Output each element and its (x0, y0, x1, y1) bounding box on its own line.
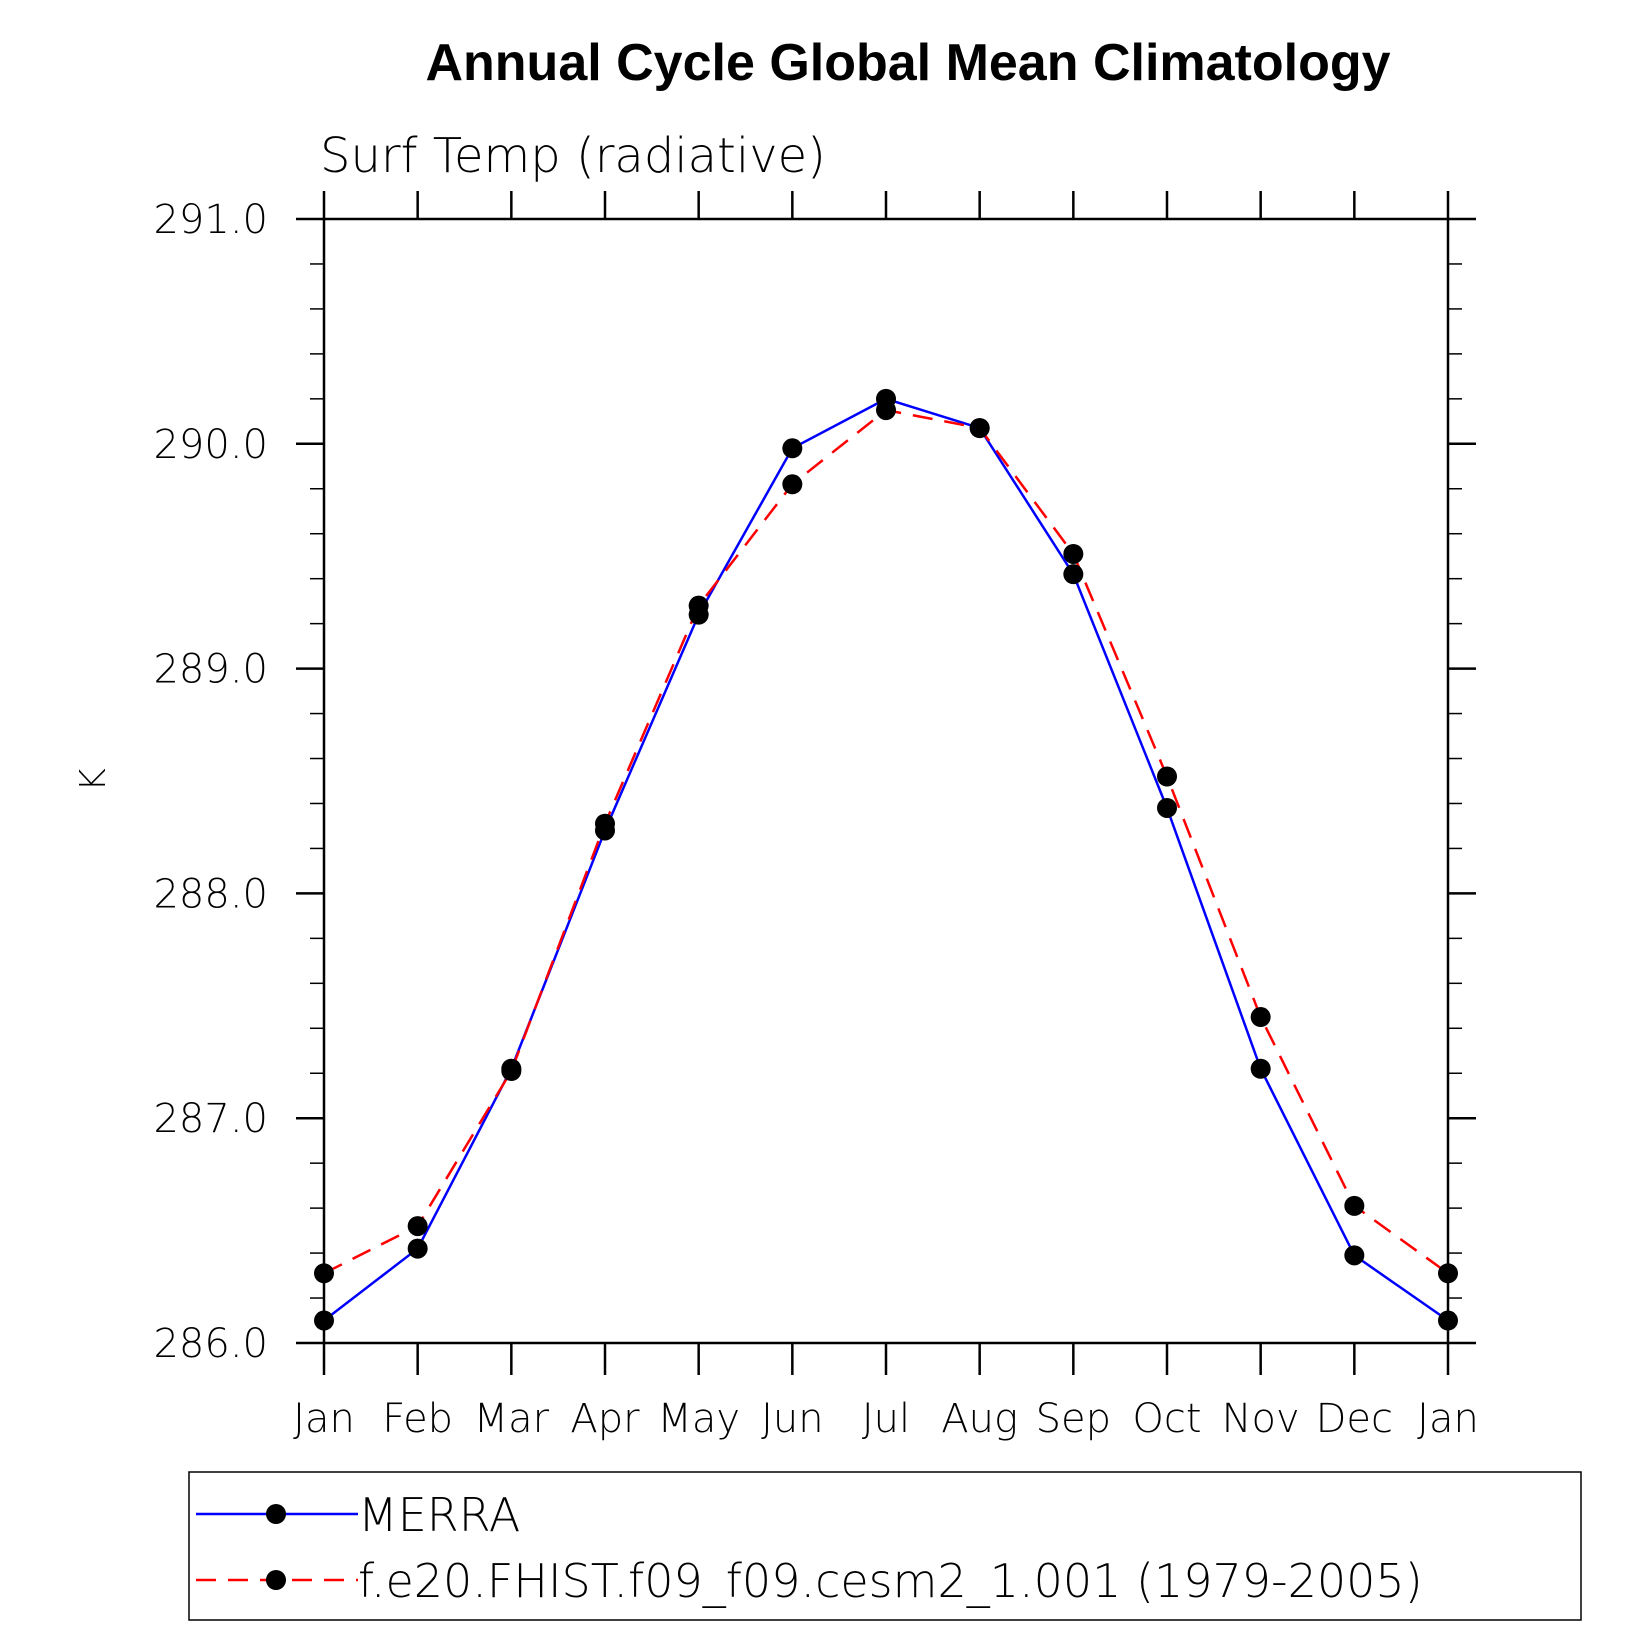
y-tick-label: 288.0 (153, 871, 268, 917)
series-0-point (1344, 1245, 1365, 1266)
x-tick-label: Apr (570, 1396, 640, 1442)
series-0-point (1438, 1310, 1458, 1331)
series-1-point (876, 400, 896, 421)
series-1-point (969, 418, 990, 439)
series-0-point (407, 1238, 428, 1259)
series-line-1 (323, 408, 1449, 1275)
y-tick-label: 289.0 (153, 647, 268, 693)
legend-label-cesm2: f.e20.FHIST.f09_f09.cesm2_1.001 (1979-20… (358, 1554, 1423, 1608)
x-tick-label: Sep (1036, 1396, 1111, 1442)
chart-title: Annual Cycle Global Mean Climatology (425, 34, 1390, 92)
y-tick-label: 287.0 (153, 1096, 268, 1142)
series-layer (314, 388, 1458, 1331)
x-tick-label: Dec (1316, 1396, 1393, 1442)
series-1-point (1063, 543, 1084, 564)
series-0-point (1157, 797, 1177, 818)
x-tick-label: Jul (862, 1396, 910, 1442)
y-tick-label: 286.0 (153, 1321, 268, 1367)
legend: MERRA f.e20.FHIST.f09_f09.cesm2_1.001 (1… (188, 1471, 1582, 1621)
x-tick-label: Feb (382, 1396, 453, 1442)
y-tick-label: 290.0 (153, 422, 268, 468)
x-tick-label: Mar (474, 1396, 550, 1442)
legend-marker-cesm2 (266, 1570, 286, 1590)
series-0-point (1250, 1058, 1271, 1079)
x-tick-label: Jun (761, 1396, 824, 1442)
chart-subtitle: Surf Temp (radiative) (320, 128, 826, 184)
series-1-point (407, 1216, 428, 1237)
x-tick-label: Jan (293, 1396, 355, 1442)
y-tick-label: 291.0 (153, 197, 268, 243)
series-line-0 (323, 397, 1449, 1322)
series-1-point (314, 1263, 334, 1284)
series-1-point (782, 474, 803, 495)
plot-frame (322, 217, 1450, 1345)
x-tick-label: Jan (1417, 1396, 1479, 1442)
x-tick-label: May (657, 1396, 740, 1442)
series-1-point (1157, 766, 1177, 787)
y-axis-label: K (73, 768, 114, 792)
x-tick-label: Nov (1222, 1396, 1300, 1442)
series-1-point (595, 813, 615, 834)
series-1-point (501, 1060, 522, 1081)
series-1-point (1344, 1195, 1365, 1216)
x-tick-label: Aug (941, 1396, 1018, 1442)
axis-ticks: Jan Feb Mar Apr May Jun Jul Aug Sep Oct Nov Dec Jan 2… (153, 191, 1479, 1442)
legend-label-merra: MERRA (358, 1488, 520, 1542)
legend-marker-merra (266, 1504, 286, 1524)
series-0-point (314, 1310, 334, 1331)
x-tick-label: Oct (1132, 1396, 1201, 1442)
series-1-point (1250, 1007, 1271, 1028)
series-1-point (1438, 1263, 1458, 1284)
series-0-point (1063, 564, 1084, 585)
series-0-point (782, 438, 803, 459)
series-1-point (688, 595, 709, 616)
legend-frame (188, 1471, 1582, 1621)
